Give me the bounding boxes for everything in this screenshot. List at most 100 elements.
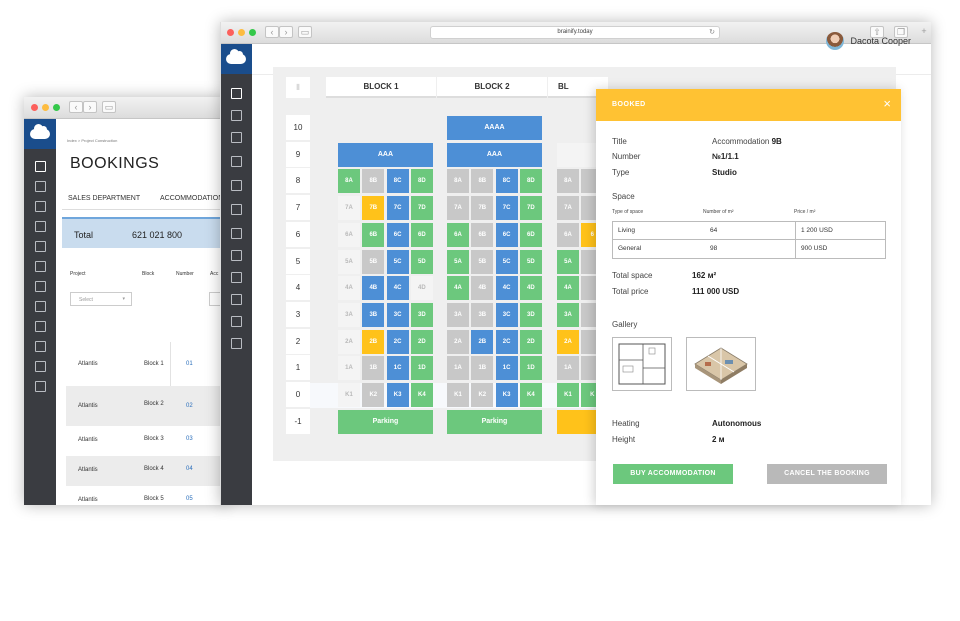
apartment-cell[interactable]: 1C — [495, 356, 518, 381]
project-select[interactable]: Select ▾ — [70, 292, 132, 306]
apartment-cell[interactable]: 8B — [362, 169, 385, 194]
table-row[interactable]: Atlantis Block 5 05 — [66, 486, 228, 505]
apartment-cell[interactable]: 7C — [386, 196, 409, 221]
apartment-cell[interactable]: 1B — [471, 356, 494, 381]
render-thumbnail[interactable] — [686, 337, 756, 391]
bank-icon[interactable] — [35, 301, 46, 312]
back-nav-button[interactable]: ‹ — [69, 101, 83, 113]
cell-number[interactable]: 05 — [186, 496, 193, 502]
apartment-cell[interactable]: 8A — [447, 169, 469, 194]
sidebar-toggle-icon[interactable]: ▭ — [298, 26, 312, 38]
apartment-cell[interactable]: 3A — [338, 302, 360, 327]
bank-icon[interactable] — [231, 250, 242, 261]
apartment-cell[interactable]: 3B — [362, 302, 385, 327]
apartment-cell[interactable]: 8A — [338, 169, 360, 194]
apartment-cell[interactable]: K4 — [519, 383, 542, 407]
breadcrumb[interactable]: Index > Project Construction — [67, 138, 118, 143]
share-icon[interactable]: ⇧ — [870, 26, 884, 38]
apartment-cell[interactable]: K2 — [362, 383, 385, 407]
apartment-cell[interactable]: 2C — [495, 329, 518, 354]
buy-accommodation-button[interactable]: BUY ACCOMMODATION — [613, 464, 733, 484]
list-icon[interactable] — [35, 381, 46, 392]
apartment-cell[interactable]: 6B — [362, 222, 385, 247]
parking-bar[interactable]: Parking — [338, 409, 433, 434]
apartment-cell[interactable]: 5A — [447, 249, 469, 274]
apartment-cell[interactable]: K1 — [557, 383, 579, 407]
user-icon[interactable] — [231, 88, 242, 99]
block-3-header[interactable]: BL — [548, 77, 608, 98]
tab-sales-department[interactable]: SALES DEPARTMENT — [68, 195, 141, 202]
apartment-cell[interactable]: 2C — [386, 329, 409, 354]
user-menu[interactable]: Dacota Cooper — [826, 32, 911, 50]
buildings-icon[interactable] — [231, 110, 242, 121]
contract-icon[interactable] — [35, 261, 46, 272]
apartment-cell[interactable]: 6C — [495, 222, 518, 247]
apartment-cell[interactable]: 8D — [410, 169, 433, 194]
column-number[interactable]: Number — [176, 271, 194, 277]
city-icon[interactable] — [35, 201, 46, 212]
card-icon[interactable] — [231, 228, 242, 239]
apartment-cell[interactable]: 1C — [386, 356, 409, 381]
apartment-cell[interactable]: K1 — [338, 383, 360, 407]
filter-input[interactable] — [209, 292, 228, 306]
apartment-cell[interactable]: 2A — [447, 329, 469, 354]
list-icon[interactable] — [231, 338, 242, 349]
parking-bar[interactable]: Parking — [447, 409, 542, 434]
report-icon[interactable] — [35, 321, 46, 332]
cell-number[interactable]: 02 — [186, 403, 193, 409]
report-icon[interactable] — [231, 272, 242, 283]
apartment-cell[interactable]: 7B — [362, 196, 385, 221]
apartment-cell[interactable]: 3B — [471, 302, 494, 327]
apartment-cell[interactable]: 4A — [557, 276, 579, 301]
warehouse-icon[interactable] — [35, 361, 46, 372]
apartment-cell[interactable]: 1B — [362, 356, 385, 381]
apartment-cell[interactable]: 4B — [362, 276, 385, 301]
handshake-icon[interactable] — [231, 180, 242, 191]
minimize-dot[interactable] — [238, 29, 245, 36]
reload-icon[interactable]: ↻ — [709, 29, 715, 36]
apartment-cell[interactable]: 4D — [519, 276, 542, 301]
forward-nav-button[interactable]: › — [83, 101, 97, 113]
apartment-cell[interactable]: 8D — [519, 169, 542, 194]
apartment-cell[interactable]: 5A — [557, 249, 579, 274]
apartment-cell[interactable]: 3C — [386, 302, 409, 327]
chart-icon[interactable] — [231, 294, 242, 305]
column-accommodation[interactable]: Acc — [210, 271, 219, 277]
column-block[interactable]: Block — [142, 271, 155, 277]
parking-bar[interactable] — [557, 409, 597, 434]
apartment-cell[interactable]: 7A — [338, 196, 360, 221]
minimize-dot[interactable] — [42, 104, 49, 111]
apartment-cell[interactable]: K4 — [410, 383, 433, 407]
apartment-cell[interactable]: 5C — [386, 249, 409, 274]
apartment-cell[interactable]: K3 — [495, 383, 518, 407]
user-icon[interactable] — [35, 161, 46, 172]
apartment-cell[interactable]: 1D — [519, 356, 542, 381]
apartment-cell[interactable]: 8C — [495, 169, 518, 194]
block-roof-bar[interactable]: AAAA — [447, 116, 542, 140]
back-nav-button[interactable]: ‹ — [265, 26, 279, 38]
apartment-cell[interactable]: 3C — [495, 302, 518, 327]
apartment-cell[interactable]: 7D — [519, 196, 542, 221]
column-project[interactable]: Project — [70, 271, 86, 277]
apartment-cell[interactable]: 7A — [447, 196, 469, 221]
maximize-dot[interactable] — [53, 104, 60, 111]
apartment-cell[interactable]: 7D — [410, 196, 433, 221]
apartment-cell[interactable]: 2A — [557, 329, 579, 354]
table-row[interactable]: Atlantis Block 1 01 — [66, 342, 228, 386]
apartment-cell[interactable]: 5A — [338, 249, 360, 274]
apartment-cell[interactable]: 7A — [557, 196, 579, 221]
logo[interactable] — [220, 44, 252, 74]
apartment-cell[interactable]: 6A — [557, 222, 579, 247]
apartment-cell[interactable]: 6B — [471, 222, 494, 247]
cell-number[interactable]: 03 — [186, 436, 193, 442]
apartment-cell[interactable]: 1D — [410, 356, 433, 381]
tab-accommodation[interactable]: ACCOMMODATION — [160, 195, 224, 202]
cancel-booking-button[interactable]: CANCEL THE BOOKING — [767, 464, 887, 484]
apartment-cell[interactable]: 8A — [557, 169, 579, 194]
apartment-cell[interactable]: 1A — [338, 356, 360, 381]
apartment-cell[interactable]: 8B — [471, 169, 494, 194]
grid-toggle-icon[interactable]: ⦀ — [286, 77, 310, 98]
apartment-cell[interactable]: 6A — [338, 222, 360, 247]
apartment-cell[interactable]: 3D — [410, 302, 433, 327]
apartment-cell[interactable]: 6C — [386, 222, 409, 247]
